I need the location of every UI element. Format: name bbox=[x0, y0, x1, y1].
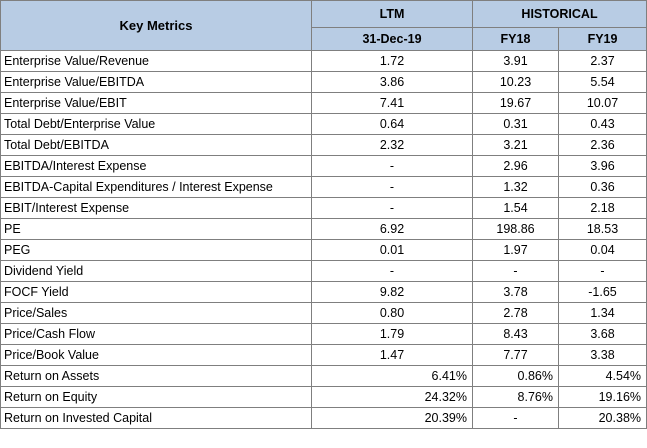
metric-cell: EBITDA/Interest Expense bbox=[0, 155, 312, 177]
metric-cell: Total Debt/Enterprise Value bbox=[0, 113, 312, 135]
table-row: Return on Equity 24.32% 8.76% 19.16% bbox=[0, 386, 647, 408]
ltm-date-header: 31-Dec-19 bbox=[311, 27, 473, 51]
fy18-value-cell: 2.78 bbox=[472, 302, 559, 324]
fy18-value-cell: 3.91 bbox=[472, 50, 559, 72]
fy18-header: FY18 bbox=[472, 27, 559, 51]
ltm-value-cell: 24.32% bbox=[311, 386, 473, 408]
metric-cell: Price/Book Value bbox=[0, 344, 312, 366]
fy18-value-cell: 0.31 bbox=[472, 113, 559, 135]
fy19-header: FY19 bbox=[557, 27, 647, 51]
table-row: Price/Book Value 1.47 7.77 3.38 bbox=[0, 344, 647, 366]
table-row: Enterprise Value/EBITDA 3.86 10.23 5.54 bbox=[0, 71, 647, 93]
fy19-value-cell: 3.38 bbox=[557, 344, 647, 366]
ltm-value-cell: 20.39% bbox=[311, 407, 473, 429]
fy18-value-cell: 7.77 bbox=[472, 344, 559, 366]
table-row: PE 6.92 198.86 18.53 bbox=[0, 218, 647, 240]
key-metrics-header: Key Metrics bbox=[0, 0, 312, 51]
metric-cell: Price/Cash Flow bbox=[0, 323, 312, 345]
fy19-value-cell: 1.34 bbox=[557, 302, 647, 324]
table-row: FOCF Yield 9.82 3.78 -1.65 bbox=[0, 281, 647, 303]
ltm-header: LTM bbox=[311, 0, 473, 29]
table-row: Enterprise Value/EBIT 7.41 19.67 10.07 bbox=[0, 92, 647, 114]
table-row: EBITDA-Capital Expenditures / Interest E… bbox=[0, 176, 647, 198]
table-row: EBITDA/Interest Expense -2.96 3.96 bbox=[0, 155, 647, 177]
fy18-value-cell: 3.21 bbox=[472, 134, 559, 156]
fy18-value-cell: - bbox=[472, 260, 559, 282]
ltm-value-cell: 1.72 bbox=[311, 50, 473, 72]
fy18-value-cell: 3.78 bbox=[472, 281, 559, 303]
fy19-value-cell: 0.43 bbox=[557, 113, 647, 135]
fy19-value-cell: 20.38% bbox=[557, 407, 647, 429]
ltm-value-cell: 6.92 bbox=[311, 218, 473, 240]
ltm-value-cell: 0.01 bbox=[311, 239, 473, 261]
table-row: Return on Invested Capital 20.39% -20.38% bbox=[0, 407, 647, 429]
table-row: Price/Sales 0.80 2.78 1.34 bbox=[0, 302, 647, 324]
metric-cell: Return on Assets bbox=[0, 365, 312, 387]
metric-cell: Enterprise Value/EBIT bbox=[0, 92, 312, 114]
fy18-value-cell: 2.96 bbox=[472, 155, 559, 177]
fy19-value-cell: 18.53 bbox=[557, 218, 647, 240]
table-row: Total Debt/EBITDA 2.32 3.21 2.36 bbox=[0, 134, 647, 156]
ltm-value-cell: - bbox=[311, 197, 473, 219]
table-row: Enterprise Value/Revenue 1.72 3.91 2.37 bbox=[0, 50, 647, 72]
ltm-value-cell: 0.64 bbox=[311, 113, 473, 135]
fy18-value-cell: 8.76% bbox=[472, 386, 559, 408]
metrics-rows: Enterprise Value/Revenue 1.72 3.91 2.37 Ente… bbox=[0, 50, 647, 429]
metric-cell: FOCF Yield bbox=[0, 281, 312, 303]
table-row: Return on Assets 6.41% 0.86% 4.54% bbox=[0, 365, 647, 387]
fy19-value-cell: - bbox=[557, 260, 647, 282]
metric-cell: EBITDA-Capital Expenditures / Interest E… bbox=[0, 176, 312, 198]
fy19-value-cell: 0.36 bbox=[557, 176, 647, 198]
ltm-value-cell: 1.79 bbox=[311, 323, 473, 345]
metric-cell: Dividend Yield bbox=[0, 260, 312, 282]
ltm-value-cell: 1.47 bbox=[311, 344, 473, 366]
metric-cell: Enterprise Value/EBITDA bbox=[0, 71, 312, 93]
fy18-value-cell: 1.32 bbox=[472, 176, 559, 198]
fy19-value-cell: 2.36 bbox=[557, 134, 647, 156]
table-row: Price/Cash Flow 1.79 8.43 3.68 bbox=[0, 323, 647, 345]
metric-cell: Enterprise Value/Revenue bbox=[0, 50, 312, 72]
fy19-value-cell: 3.68 bbox=[557, 323, 647, 345]
fy19-value-cell: 10.07 bbox=[557, 92, 647, 114]
fy18-value-cell: - bbox=[472, 407, 559, 429]
fy18-value-cell: 0.86% bbox=[472, 365, 559, 387]
metric-cell: Price/Sales bbox=[0, 302, 312, 324]
metric-cell: Return on Equity bbox=[0, 386, 312, 408]
metric-cell: Total Debt/EBITDA bbox=[0, 134, 312, 156]
fy18-value-cell: 8.43 bbox=[472, 323, 559, 345]
fy18-value-cell: 19.67 bbox=[472, 92, 559, 114]
ltm-value-cell: - bbox=[311, 260, 473, 282]
historical-header: HISTORICAL bbox=[471, 0, 647, 29]
ltm-value-cell: 2.32 bbox=[311, 134, 473, 156]
table-row: EBIT/Interest Expense -1.54 2.18 bbox=[0, 197, 647, 219]
ltm-value-cell: - bbox=[311, 176, 473, 198]
fy18-value-cell: 10.23 bbox=[472, 71, 559, 93]
fy19-value-cell: 5.54 bbox=[557, 71, 647, 93]
table-row: PEG 0.01 1.97 0.04 bbox=[0, 239, 647, 261]
metric-cell: Return on Invested Capital bbox=[0, 407, 312, 429]
fy18-value-cell: 1.97 bbox=[472, 239, 559, 261]
metric-cell: PEG bbox=[0, 239, 312, 261]
key-metrics-table: Key Metrics LTM HISTORICAL 31-Dec-19 FY1… bbox=[0, 0, 647, 429]
ltm-value-cell: 0.80 bbox=[311, 302, 473, 324]
ltm-value-cell: 9.82 bbox=[311, 281, 473, 303]
ltm-value-cell: 3.86 bbox=[311, 71, 473, 93]
fy19-value-cell: 4.54% bbox=[557, 365, 647, 387]
table-row: Dividend Yield - - - bbox=[0, 260, 647, 282]
fy19-value-cell: 19.16% bbox=[557, 386, 647, 408]
fy19-value-cell: 3.96 bbox=[557, 155, 647, 177]
ltm-value-cell: 7.41 bbox=[311, 92, 473, 114]
fy19-value-cell: 2.18 bbox=[557, 197, 647, 219]
fy18-value-cell: 198.86 bbox=[472, 218, 559, 240]
ltm-value-cell: - bbox=[311, 155, 473, 177]
fy18-value-cell: 1.54 bbox=[472, 197, 559, 219]
metric-cell: PE bbox=[0, 218, 312, 240]
ltm-value-cell: 6.41% bbox=[311, 365, 473, 387]
fy19-value-cell: -1.65 bbox=[557, 281, 647, 303]
fy19-value-cell: 2.37 bbox=[557, 50, 647, 72]
metric-cell: EBIT/Interest Expense bbox=[0, 197, 312, 219]
fy19-value-cell: 0.04 bbox=[557, 239, 647, 261]
table-row: Total Debt/Enterprise Value 0.64 0.31 0.43 bbox=[0, 113, 647, 135]
